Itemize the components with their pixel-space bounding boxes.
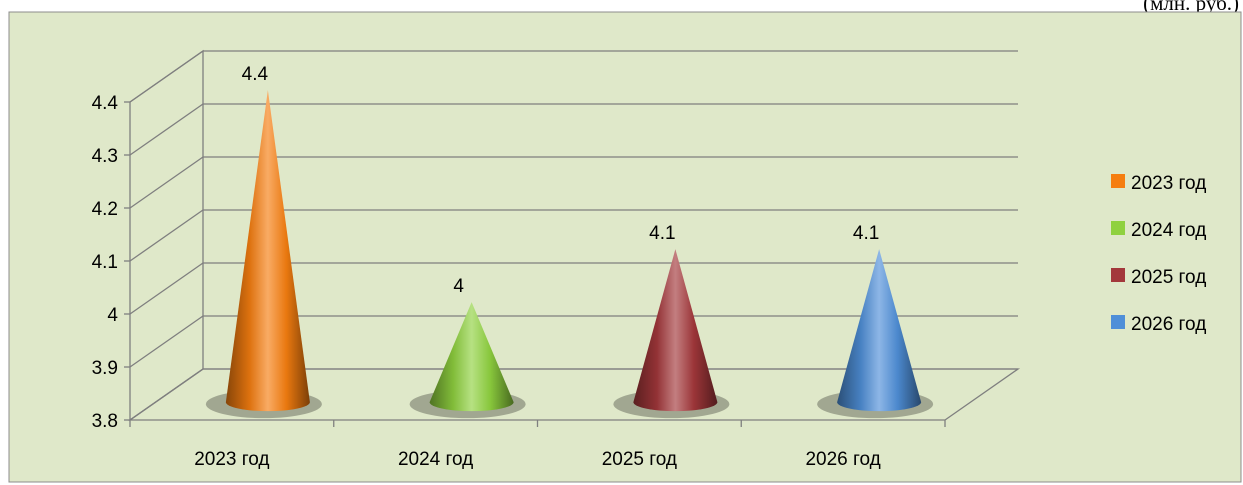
cone-3: 4.1 <box>613 223 730 419</box>
data-label: 4.1 <box>853 223 879 244</box>
legend-item: 2025 год <box>1111 267 1206 288</box>
cone-body <box>633 249 718 412</box>
chart-area <box>8 11 1242 483</box>
cone-1: 4.4 <box>205 64 322 419</box>
gridline <box>129 50 1018 103</box>
legend-item: 2023 год <box>1111 173 1206 194</box>
legend-swatch <box>1111 174 1125 188</box>
data-label: 4.4 <box>242 64 269 85</box>
x-category-label: 2023 год <box>194 449 269 470</box>
gridline <box>129 315 1018 368</box>
data-label: 4 <box>453 276 464 297</box>
legend-item: 2024 год <box>1111 220 1206 241</box>
legend-swatch <box>1111 315 1125 329</box>
y-tick-label: 3.9 <box>92 358 118 379</box>
y-tick-label: 4.1 <box>92 252 118 273</box>
gridline <box>129 262 1018 315</box>
legend-item: 2026 год <box>1111 314 1206 335</box>
x-category-label: 2026 год <box>805 449 880 470</box>
data-label: 4.1 <box>649 223 675 244</box>
y-tick-label: 4 <box>107 305 118 326</box>
x-category-label: 2025 год <box>602 449 677 470</box>
y-tick-label: 4.4 <box>92 93 119 114</box>
legend-label: 2024 год <box>1131 220 1206 241</box>
cone-4: 4.1 <box>817 223 934 419</box>
cone-body <box>837 249 922 412</box>
gridline <box>129 156 1018 209</box>
cone-body <box>225 90 310 412</box>
x-category-label: 2024 год <box>398 449 473 470</box>
gridline <box>129 209 1018 262</box>
y-tick-label: 4.3 <box>92 146 118 167</box>
cone-2: 4 <box>409 276 526 419</box>
y-tick-label: 4.2 <box>92 199 118 220</box>
y-tick-label: 3.8 <box>92 411 118 432</box>
legend-label: 2026 год <box>1131 314 1206 335</box>
legend-swatch <box>1111 221 1125 235</box>
cone-body <box>429 302 514 412</box>
legend-label: 2023 год <box>1131 173 1206 194</box>
legend-label: 2025 год <box>1131 267 1206 288</box>
gridline <box>129 368 1018 421</box>
gridline <box>129 103 1018 156</box>
legend-swatch <box>1111 268 1125 282</box>
unit-caption: (млн. руб.) <box>1143 0 1239 15</box>
